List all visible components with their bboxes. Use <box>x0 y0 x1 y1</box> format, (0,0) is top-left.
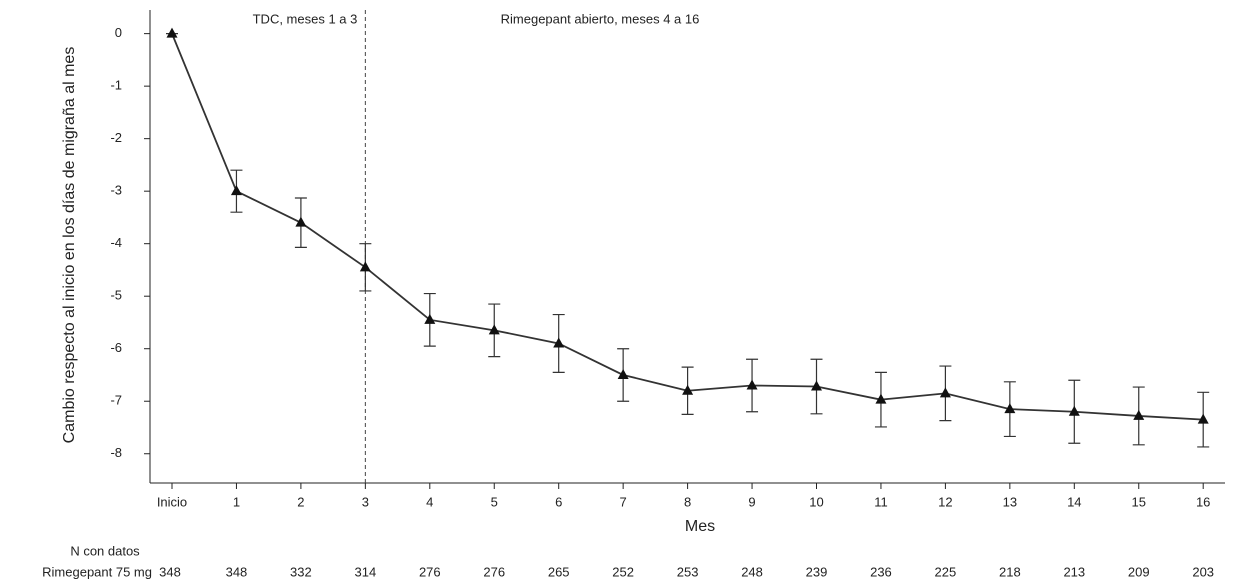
table-row-label: Rimegepant 75 mg <box>42 564 152 579</box>
x-tick-label: 4 <box>426 494 433 509</box>
x-tick-label: 16 <box>1196 494 1210 509</box>
n-value: 252 <box>612 564 634 579</box>
n-value: 348 <box>159 564 181 579</box>
n-value: 265 <box>548 564 570 579</box>
marker <box>295 216 307 227</box>
y-tick-label: -3 <box>110 183 122 198</box>
marker <box>875 393 887 404</box>
n-value: 332 <box>290 564 312 579</box>
marker <box>746 379 758 390</box>
n-value: 248 <box>741 564 763 579</box>
y-tick-label: 0 <box>115 25 122 40</box>
x-tick-label: 8 <box>684 494 691 509</box>
x-axis-label: Mes <box>685 518 715 535</box>
y-tick-label: -7 <box>110 393 122 408</box>
n-value: 209 <box>1128 564 1150 579</box>
y-tick-label: -5 <box>110 288 122 303</box>
y-tick-label: -4 <box>110 235 122 250</box>
n-value: 276 <box>483 564 505 579</box>
marker <box>1133 409 1145 420</box>
y-tick-label: -6 <box>110 340 122 355</box>
x-tick-label: 15 <box>1132 494 1146 509</box>
marker <box>230 185 242 196</box>
y-tick-label: -8 <box>110 445 122 460</box>
x-tick-label: Inicio <box>157 494 187 509</box>
marker <box>939 387 951 398</box>
marker <box>682 384 694 395</box>
n-value: 203 <box>1192 564 1214 579</box>
x-tick-label: 10 <box>809 494 823 509</box>
marker <box>1197 413 1209 424</box>
marker <box>553 337 565 348</box>
x-tick-label: 5 <box>491 494 498 509</box>
x-tick-label: 12 <box>938 494 952 509</box>
n-value: 314 <box>354 564 376 579</box>
n-value: 225 <box>935 564 957 579</box>
x-tick-label: 2 <box>297 494 304 509</box>
x-tick-label: 6 <box>555 494 562 509</box>
table-title: N con datos <box>70 543 140 558</box>
n-value: 348 <box>226 564 248 579</box>
marker <box>488 324 500 335</box>
x-tick-label: 13 <box>1003 494 1017 509</box>
n-value: 213 <box>1063 564 1085 579</box>
x-tick-label: 11 <box>874 494 888 509</box>
n-value: 253 <box>677 564 699 579</box>
x-tick-label: 14 <box>1067 494 1081 509</box>
marker <box>424 313 436 324</box>
x-tick-label: 9 <box>748 494 755 509</box>
line <box>171 33 1204 421</box>
marker <box>166 27 178 38</box>
n-value: 236 <box>870 564 892 579</box>
marker <box>1004 403 1016 414</box>
marker <box>617 368 629 379</box>
x-tick-label: 7 <box>620 494 627 509</box>
n-value: 276 <box>419 564 441 579</box>
annotation: TDC, meses 1 a 3 <box>253 11 358 26</box>
x-tick-label: 1 <box>233 494 240 509</box>
n-value: 218 <box>999 564 1021 579</box>
annotation: Rimegepant abierto, meses 4 a 16 <box>501 11 700 26</box>
x-tick-label: 3 <box>362 494 369 509</box>
marker <box>1068 405 1080 416</box>
y-tick-label: -1 <box>110 78 122 93</box>
n-value: 239 <box>806 564 828 579</box>
marker <box>811 380 822 391</box>
y-axis-label: Cambio respecto al inicio en los días de… <box>61 47 78 444</box>
y-tick-label: -2 <box>110 130 122 145</box>
marker <box>359 261 371 272</box>
